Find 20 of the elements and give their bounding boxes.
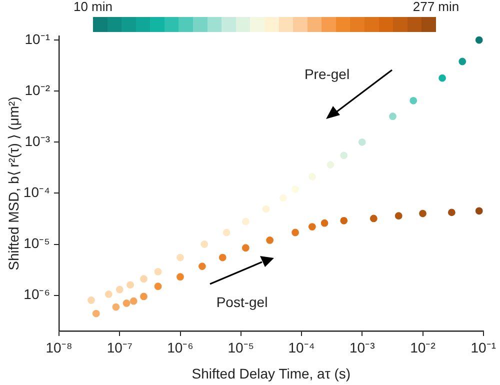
color-bar-label: 10 min [73,0,113,14]
y-tick-label: 10⁻⁵ [24,235,50,252]
y-tick-label: 10⁻⁶ [24,286,50,302]
x-tick-label: 10⁻⁷ [106,339,132,356]
annotation: Pre-gel [304,66,350,82]
y-tick-label: 10⁻² [24,82,50,98]
x-tick-label: 10⁻⁵ [228,339,254,356]
x-tick-label: 10⁻⁸ [46,339,72,356]
x-tick-label: 10⁻¹ [470,339,496,356]
x-tick-label: 10⁻³ [350,339,376,356]
y-axis-title: Shifted MSD, b⟨ r²(τ) ⟩ (μm²) [5,96,22,270]
color-bar-label: 277 min [412,0,460,14]
x-tick-label: 10⁻⁶ [167,339,194,356]
y-tick-label: 10⁻³ [24,133,50,150]
x-axis-title: Shifted Delay Time, aτ (s) [192,365,351,382]
x-tick-label: 10⁻⁴ [288,339,315,356]
annotation: Post-gel [216,294,268,310]
y-tick-label: 10⁻¹ [24,30,50,47]
x-tick-label: 10⁻² [410,339,436,356]
y-tick-label: 10⁻⁴ [23,184,50,200]
